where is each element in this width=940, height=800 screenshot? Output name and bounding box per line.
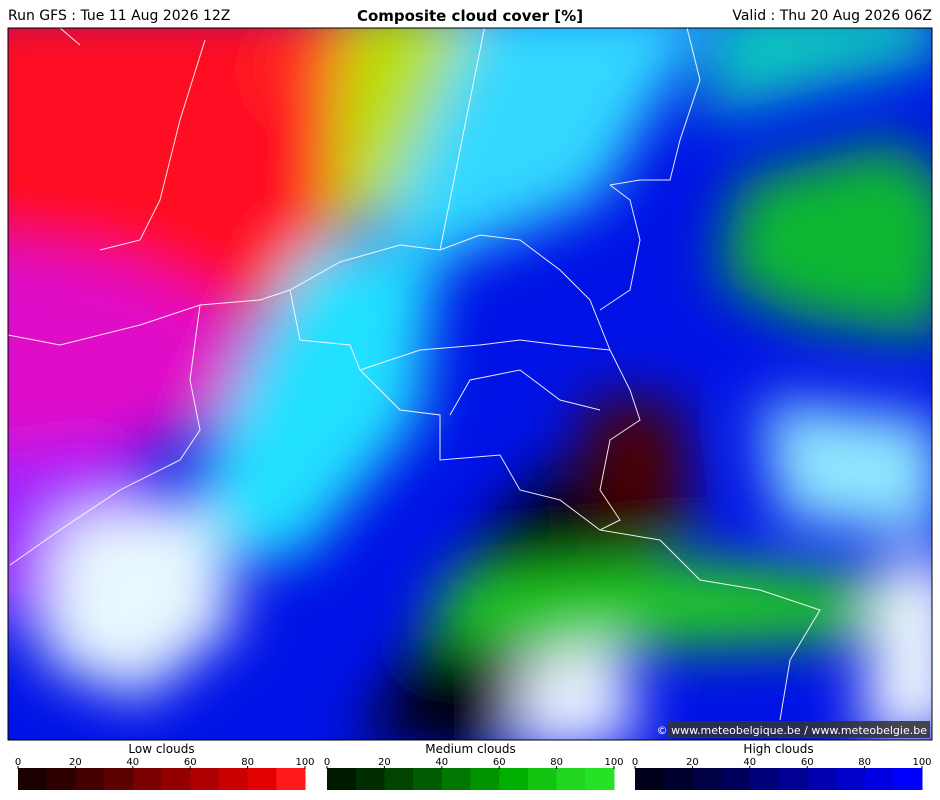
run-label: Run GFS : Tue 11 Aug 2026 12Z — [8, 8, 230, 24]
legend-swatch — [46, 768, 76, 790]
legend-swatch — [556, 768, 586, 790]
legend-title: High clouds — [743, 742, 813, 756]
legend-swatch — [749, 768, 779, 790]
legend-swatch — [276, 768, 306, 790]
legend-swatch — [807, 768, 837, 790]
legend-tick-label: 80 — [241, 757, 254, 768]
legend-tick-label: 60 — [801, 757, 814, 768]
legend-swatch — [104, 768, 134, 790]
legend-tick-label: 20 — [686, 757, 699, 768]
legend-swatch — [663, 768, 693, 790]
legend-swatch — [75, 768, 105, 790]
legend-tick-label: 0 — [15, 757, 21, 768]
legend-tick-label: 100 — [604, 757, 623, 768]
legend-swatch — [384, 768, 414, 790]
legend-tick-label: 20 — [69, 757, 82, 768]
attribution: © www.meteobelgique.be / www.meteobelgie… — [657, 724, 928, 737]
legend-tick-label: 0 — [324, 757, 330, 768]
legend-swatch — [527, 768, 558, 790]
legend-swatch — [635, 768, 665, 790]
legend-swatch — [413, 768, 443, 790]
valid-label: Valid : Thu 20 Aug 2026 06Z — [732, 8, 932, 24]
legend-tick-label: 60 — [184, 757, 197, 768]
legend-swatch — [132, 768, 162, 790]
legend-swatch — [190, 768, 220, 790]
legend-swatch — [692, 768, 722, 790]
legend-swatch — [441, 768, 471, 790]
legend-swatch — [835, 768, 866, 790]
legend-tick-label: 0 — [632, 757, 638, 768]
legend-swatch — [585, 768, 615, 790]
legend-swatch — [778, 768, 808, 790]
legend-tick-label: 100 — [912, 757, 931, 768]
legend-swatch — [470, 768, 500, 790]
legend-tick-label: 40 — [435, 757, 448, 768]
legend-swatch — [161, 768, 191, 790]
legend-tick-label: 40 — [743, 757, 756, 768]
legend-swatch — [864, 768, 894, 790]
legend-tick-label: 100 — [295, 757, 314, 768]
legend-tick-label: 80 — [858, 757, 871, 768]
legend-swatch — [355, 768, 385, 790]
cloud-map: © www.meteobelgique.be / www.meteobelgie… — [8, 28, 932, 740]
legend-swatch — [247, 768, 277, 790]
legend-title: Low clouds — [128, 742, 194, 756]
legend-swatch — [218, 768, 249, 790]
legend-swatch — [18, 768, 48, 790]
legend-title: Medium clouds — [425, 742, 516, 756]
legend-swatch — [327, 768, 357, 790]
legend-swatch — [893, 768, 923, 790]
map-title: Composite cloud cover [%] — [357, 7, 583, 25]
legend-tick-label: 60 — [493, 757, 506, 768]
legend-tick-label: 20 — [378, 757, 391, 768]
legend-swatch — [721, 768, 751, 790]
legend-swatch — [499, 768, 529, 790]
legends: Low clouds 0 20 40 60 80 100 Medium clouds 0 20 40… — [15, 742, 932, 790]
legend-tick-label: 80 — [550, 757, 563, 768]
legend-tick-label: 40 — [126, 757, 139, 768]
